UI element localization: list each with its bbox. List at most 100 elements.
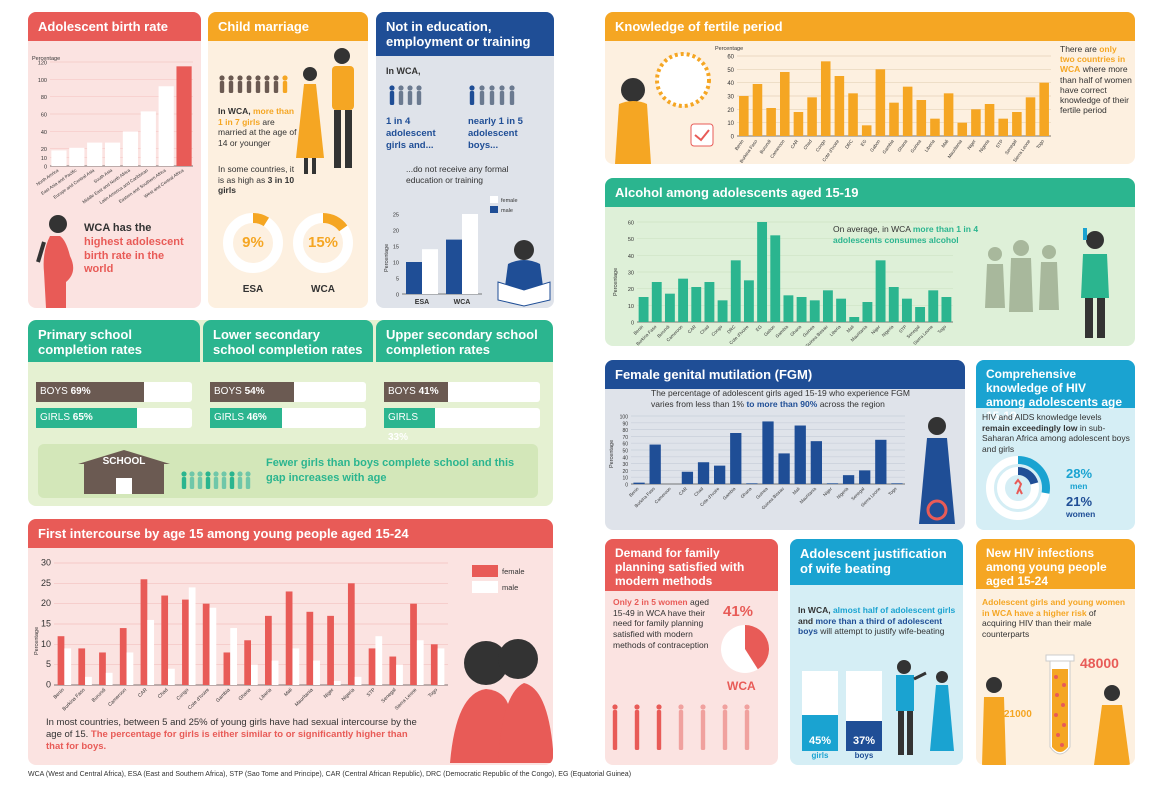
legend-swatch-female (472, 565, 498, 577)
x-tick-label: Gabon (869, 138, 881, 153)
y-tick-label: 40 (41, 130, 47, 136)
bar (717, 300, 728, 322)
y-tick-label: 0 (44, 165, 47, 171)
beat-text-4: will attempt to justify wife-beating (820, 626, 945, 637)
pregnant-woman-icon (36, 212, 76, 308)
lower-boys-bar: BOYS 54% (210, 382, 366, 402)
x-tick-label: Burundi (91, 687, 107, 703)
bar (875, 260, 886, 322)
y-tick-label: 15 (41, 619, 51, 629)
bar (770, 235, 781, 322)
bar (651, 282, 662, 322)
hiv-knowledge-panel: Comprehensive knowledge of HIV among ado… (976, 360, 1135, 530)
beat-boys-box (846, 671, 882, 751)
bar (104, 142, 121, 166)
bar (678, 278, 689, 322)
esa-label: ESA (242, 284, 264, 295)
bar (901, 298, 912, 322)
bar (126, 652, 134, 685)
y-tick-label: 5 (46, 659, 51, 669)
couple-icon (296, 48, 354, 174)
bar (161, 595, 169, 685)
upper-boys-value: 41% (418, 386, 439, 397)
bar (285, 591, 293, 685)
x-tick-label: WCA (454, 299, 471, 306)
fp-title: Demand for family planning satisfied wit… (605, 539, 778, 591)
school-panel: Primary school completion rates Lower se… (28, 320, 553, 506)
x-tick-label: Chad (699, 324, 710, 335)
y-tick-label: 120 (38, 61, 47, 67)
bar (928, 290, 939, 322)
x-tick-label: Cameroon (654, 486, 673, 505)
bar (916, 100, 927, 136)
x-tick-label: Congo (176, 687, 191, 702)
x-tick-label: Liberia (258, 687, 273, 702)
bar (766, 108, 776, 136)
bar (292, 648, 300, 685)
x-tick-label: CAR (137, 687, 149, 699)
beat-text-1: almost half of adolescent girls (832, 605, 956, 615)
wife-beating-panel: Adolescent justification of wife beating… (790, 539, 963, 765)
y-tick-label: 0 (396, 293, 399, 299)
bar (762, 421, 774, 484)
bar (862, 302, 873, 322)
drinking-people-icon (985, 228, 1109, 338)
legend-label-female: female (501, 198, 518, 204)
first-text-2: The percentage for girls is either simil… (46, 728, 408, 752)
y-tick-label: 10 (727, 121, 734, 127)
y-tick-label: 40 (628, 254, 634, 260)
bar (271, 660, 279, 685)
y-tick-label: 25 (41, 578, 51, 588)
hiv-men-value: 28% (1066, 466, 1093, 481)
lower-boys-value: 54% (244, 386, 265, 397)
y-tick-label: 5 (396, 277, 399, 283)
x-tick-label: STP (366, 687, 378, 699)
bar (739, 96, 749, 136)
upper-girls-bar: GIRLS 33% (384, 408, 540, 443)
fgm-title: Female genital mutilation (FGM) (605, 360, 965, 389)
bar (78, 648, 86, 685)
x-tick-label: Burkina Faso (61, 687, 86, 712)
x-tick-label: Guinea (910, 138, 923, 153)
students-icon (181, 471, 251, 489)
x-tick-label: Liberia (924, 138, 936, 153)
lower-boys-label: BOYS (214, 386, 242, 397)
neet-panel: Not in education, employment or training… (376, 12, 554, 308)
bar (51, 150, 67, 166)
upper-title: Upper secondary school completion rates (376, 320, 553, 362)
test-tube-icon (1045, 654, 1075, 755)
x-tick-label: Senegal (380, 687, 397, 704)
child-text-5: 3 in 10 girls (218, 174, 295, 196)
x-tick-label: Niger (323, 687, 336, 700)
y-tick-label: 0 (631, 321, 634, 327)
x-tick-label: Gambia (722, 486, 737, 501)
hiv-know-text-3: in sub-Saharan Africa among adolescent b… (982, 422, 1130, 454)
y-tick-label: 90 (622, 421, 628, 427)
bar (889, 102, 899, 136)
bar (410, 603, 417, 685)
x-tick-label: Cote d'Ivoire (187, 687, 211, 711)
bar (416, 640, 424, 685)
lower-girls-value: 46% (246, 412, 267, 423)
bar (691, 287, 702, 322)
beat-boys-value: 37% (852, 735, 876, 747)
bar (681, 471, 694, 484)
bar (891, 483, 903, 484)
girls-group-icon (389, 85, 422, 105)
bar (354, 676, 362, 685)
bar (941, 297, 952, 322)
y-tick-label: 30 (628, 271, 634, 277)
bar (85, 676, 92, 685)
first-intercourse-panel: First intercourse by age 15 among young … (28, 519, 553, 765)
bar (796, 297, 807, 322)
bar (99, 652, 106, 685)
esa-donut (223, 213, 283, 273)
bar (861, 125, 872, 136)
x-tick-label: Benin (628, 486, 640, 498)
pie-slice (745, 625, 769, 670)
primary-title: Primary school completion rates (28, 320, 200, 362)
x-tick-label: Nigeria (978, 138, 991, 153)
